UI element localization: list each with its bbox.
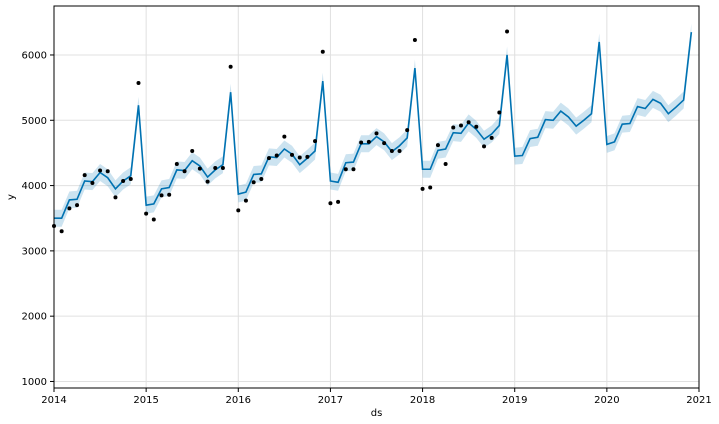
observed-point	[75, 203, 80, 208]
observed-point	[128, 177, 133, 182]
x-tick-label: 2017	[318, 395, 343, 406]
x-tick-label: 2015	[133, 395, 158, 406]
observed-point	[236, 208, 241, 213]
observed-points	[52, 29, 510, 234]
y-tick-label: 3000	[22, 246, 47, 257]
observed-point	[466, 120, 471, 125]
x-tick-label: 2021	[686, 395, 711, 406]
x-axis-label: ds	[371, 408, 383, 419]
observed-point	[489, 135, 494, 140]
x-tick-label: 2019	[502, 395, 527, 406]
observed-point	[90, 180, 95, 185]
observed-point	[213, 165, 218, 170]
observed-point	[290, 152, 295, 157]
observed-point	[328, 201, 333, 206]
forecast-line	[54, 32, 693, 220]
observed-point	[359, 140, 364, 145]
observed-point	[497, 110, 502, 115]
observed-point	[274, 153, 279, 158]
observed-point	[243, 198, 248, 203]
x-tick-label: 2014	[41, 395, 66, 406]
y-tick-label: 2000	[22, 312, 47, 323]
uncertainty-interval	[54, 23, 692, 227]
y-tick-label: 5000	[22, 116, 47, 127]
observed-point	[266, 156, 271, 161]
observed-point	[121, 179, 126, 183]
observed-point	[259, 177, 264, 182]
observed-point	[351, 167, 356, 172]
observed-point	[474, 124, 479, 129]
observed-point	[505, 29, 510, 34]
observed-point	[435, 143, 440, 148]
observed-point	[197, 166, 202, 171]
uncertainty-band	[54, 23, 692, 227]
observed-point	[182, 169, 187, 174]
observed-point	[144, 211, 149, 216]
observed-point	[343, 167, 348, 172]
observed-point	[105, 169, 110, 174]
observed-point	[297, 155, 302, 160]
forecast-line-group	[54, 32, 693, 220]
axis-ticks: 2014 2015 2016 2017 2018 2019 2020 2021 1000 2000…	[22, 50, 712, 406]
observed-point	[113, 195, 118, 200]
observed-point	[167, 192, 172, 197]
observed-point	[458, 123, 463, 128]
observed-point	[389, 148, 394, 153]
observed-point	[282, 134, 287, 139]
observed-point	[451, 125, 456, 130]
x-tick-label: 2016	[226, 395, 251, 406]
y-tick-label: 1000	[22, 377, 47, 388]
observed-point	[320, 49, 325, 54]
observed-point	[382, 141, 387, 146]
y-axis-label: y	[6, 194, 17, 200]
observed-point	[220, 165, 225, 170]
observed-point	[405, 128, 410, 133]
observed-point	[228, 64, 233, 69]
observed-point	[190, 148, 195, 153]
observed-point	[482, 144, 487, 149]
observed-point	[397, 148, 402, 153]
observed-point	[159, 193, 164, 198]
observed-point	[305, 154, 310, 159]
observed-point	[151, 217, 156, 222]
observed-point	[443, 162, 448, 167]
observed-point	[136, 81, 141, 86]
observed-point	[67, 206, 72, 211]
observed-point	[251, 180, 256, 185]
observed-point	[82, 173, 87, 178]
y-tick-label: 4000	[22, 181, 47, 192]
observed-point	[374, 131, 379, 136]
observed-point	[313, 139, 318, 144]
observed-point	[420, 186, 425, 191]
x-tick-label: 2020	[594, 395, 619, 406]
plot-frame	[53, 5, 700, 389]
observed-point	[174, 162, 179, 167]
grid	[53, 6, 700, 388]
observed-point	[336, 199, 341, 204]
y-tick-label: 6000	[22, 50, 47, 61]
observed-point	[412, 37, 417, 42]
observed-point	[59, 229, 64, 234]
observed-point	[366, 139, 371, 144]
x-tick-label: 2018	[410, 395, 435, 406]
observed-point	[428, 185, 433, 190]
observed-point	[98, 168, 103, 173]
observed-point	[205, 179, 210, 184]
